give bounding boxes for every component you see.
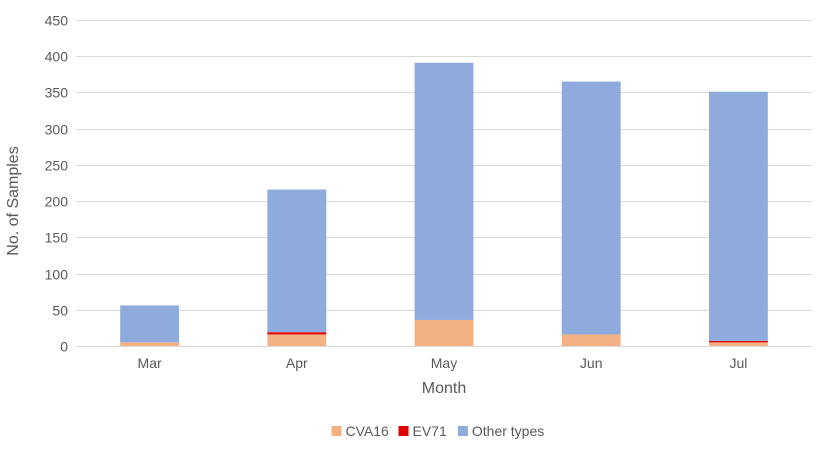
legend-swatch-cva16	[331, 426, 342, 436]
bar-cva16-apr	[267, 334, 327, 346]
y-tick-label: 150	[45, 230, 69, 246]
x-axis-title: Month	[422, 380, 466, 397]
y-tick-label: 300	[45, 122, 69, 138]
bar-other-types-jul	[708, 91, 768, 341]
y-tick-label: 350	[45, 85, 69, 101]
bar-cva16-jun	[561, 334, 621, 346]
y-tick-label: 450	[45, 13, 69, 29]
x-tick-label: Jun	[580, 355, 603, 371]
bar-other-types-may	[414, 62, 474, 320]
axes: 0 50 100 150 200 250 300 350 400 450 Mar Apr May Jun J…	[45, 13, 812, 371]
y-axis-title: No. of Samples	[5, 146, 22, 255]
x-tick-label: May	[431, 355, 457, 371]
legend-swatch-ev71	[398, 426, 409, 436]
y-tick-label: 50	[52, 303, 68, 319]
bar-other-types-jun	[561, 81, 621, 335]
x-tick-label: Apr	[286, 355, 308, 371]
legend-label-cva16: CVA16	[346, 423, 390, 439]
legend-label-other-types: Other types	[472, 423, 544, 439]
y-tick-label: 0	[60, 339, 68, 355]
bar-cva16-may	[414, 319, 474, 346]
x-tick-label: Mar	[138, 355, 162, 371]
legend-swatch-other-types	[457, 426, 468, 436]
y-tick-label: 250	[45, 158, 69, 174]
y-tick-label: 200	[45, 194, 69, 210]
legend-label-ev71: EV71	[413, 423, 447, 439]
bar-other-types-apr	[267, 189, 327, 333]
bars	[120, 62, 768, 346]
y-tick-label: 100	[45, 267, 69, 283]
bar-cva16-jul	[708, 342, 768, 346]
bar-cva16-mar	[120, 342, 180, 346]
bar-ev71-jul	[708, 340, 768, 343]
y-tick-label: 400	[45, 49, 69, 65]
legend: CVA16 EV71 Other types	[331, 423, 544, 439]
bar-other-types-mar	[120, 305, 180, 343]
x-tick-label: Jul	[729, 355, 747, 371]
bar-ev71-apr	[267, 332, 327, 335]
